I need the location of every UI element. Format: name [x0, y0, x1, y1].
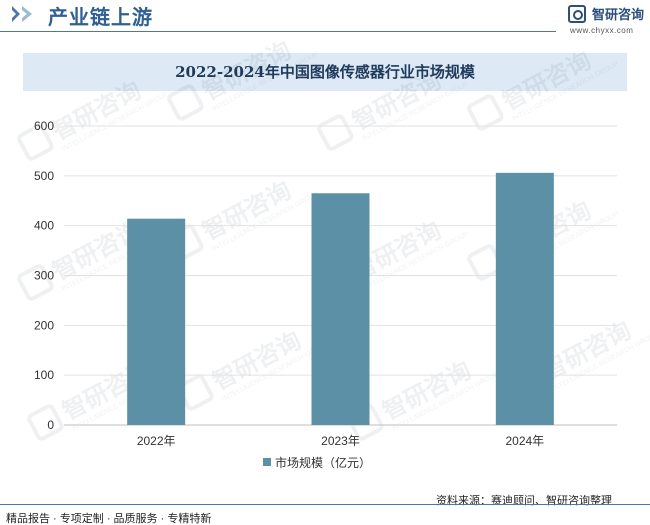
logo-url: www.chyxx.com — [570, 26, 634, 35]
watermark-icon — [27, 404, 64, 441]
header-divider — [0, 31, 556, 32]
brand-logo: 智研咨询 — [568, 4, 644, 23]
chart-title-band: 2022-2024年中国图像传感器行业市场规模 — [23, 53, 627, 91]
x-axis-ticks: 2022年 2023年 2024年 — [137, 434, 544, 448]
watermark-icon — [17, 264, 54, 301]
watermark-icon — [317, 114, 354, 151]
logo-name: 智研咨询 — [592, 7, 645, 22]
bar — [127, 218, 186, 425]
watermark-icon — [467, 94, 504, 131]
legend: 市场规模（亿元） — [263, 455, 371, 470]
y-tick-label: 300 — [34, 269, 54, 283]
watermark-icon — [167, 84, 204, 121]
footer-slogan: 精品报告 · 专项定制 · 品质服务 · 专精特新 — [6, 513, 212, 525]
y-tick-label: 0 — [47, 418, 54, 432]
double-chevron-icon — [12, 6, 32, 22]
bars — [127, 172, 554, 425]
legend-swatch — [263, 458, 271, 466]
bar — [311, 193, 370, 425]
bar — [495, 172, 554, 425]
x-tick-label: 2022年 — [137, 434, 176, 448]
logo-icon — [568, 4, 586, 23]
source-note: 资料来源：赛迪顾问、智研咨询整理 — [436, 495, 612, 507]
y-tick-label: 200 — [34, 318, 54, 332]
y-tick-label: 100 — [34, 368, 54, 382]
legend-label: 市场规模（亿元） — [275, 455, 371, 470]
y-tick-label: 400 — [34, 219, 54, 233]
watermark-icon — [17, 124, 54, 161]
y-tick-label: 500 — [34, 169, 54, 183]
section-title: 产业链上游 — [48, 5, 153, 29]
chart-title: 2022-2024年中国图像传感器行业市场规模 — [175, 63, 475, 81]
x-tick-label: 2024年 — [505, 434, 544, 448]
x-tick-label: 2023年 — [321, 434, 360, 448]
y-tick-label: 600 — [34, 119, 54, 133]
header: 产业链上游 智研咨询 www.chyxx.com — [0, 0, 650, 35]
y-axis-ticks: 0 100 200 300 400 500 600 — [34, 119, 54, 432]
footer-divider — [0, 504, 650, 505]
